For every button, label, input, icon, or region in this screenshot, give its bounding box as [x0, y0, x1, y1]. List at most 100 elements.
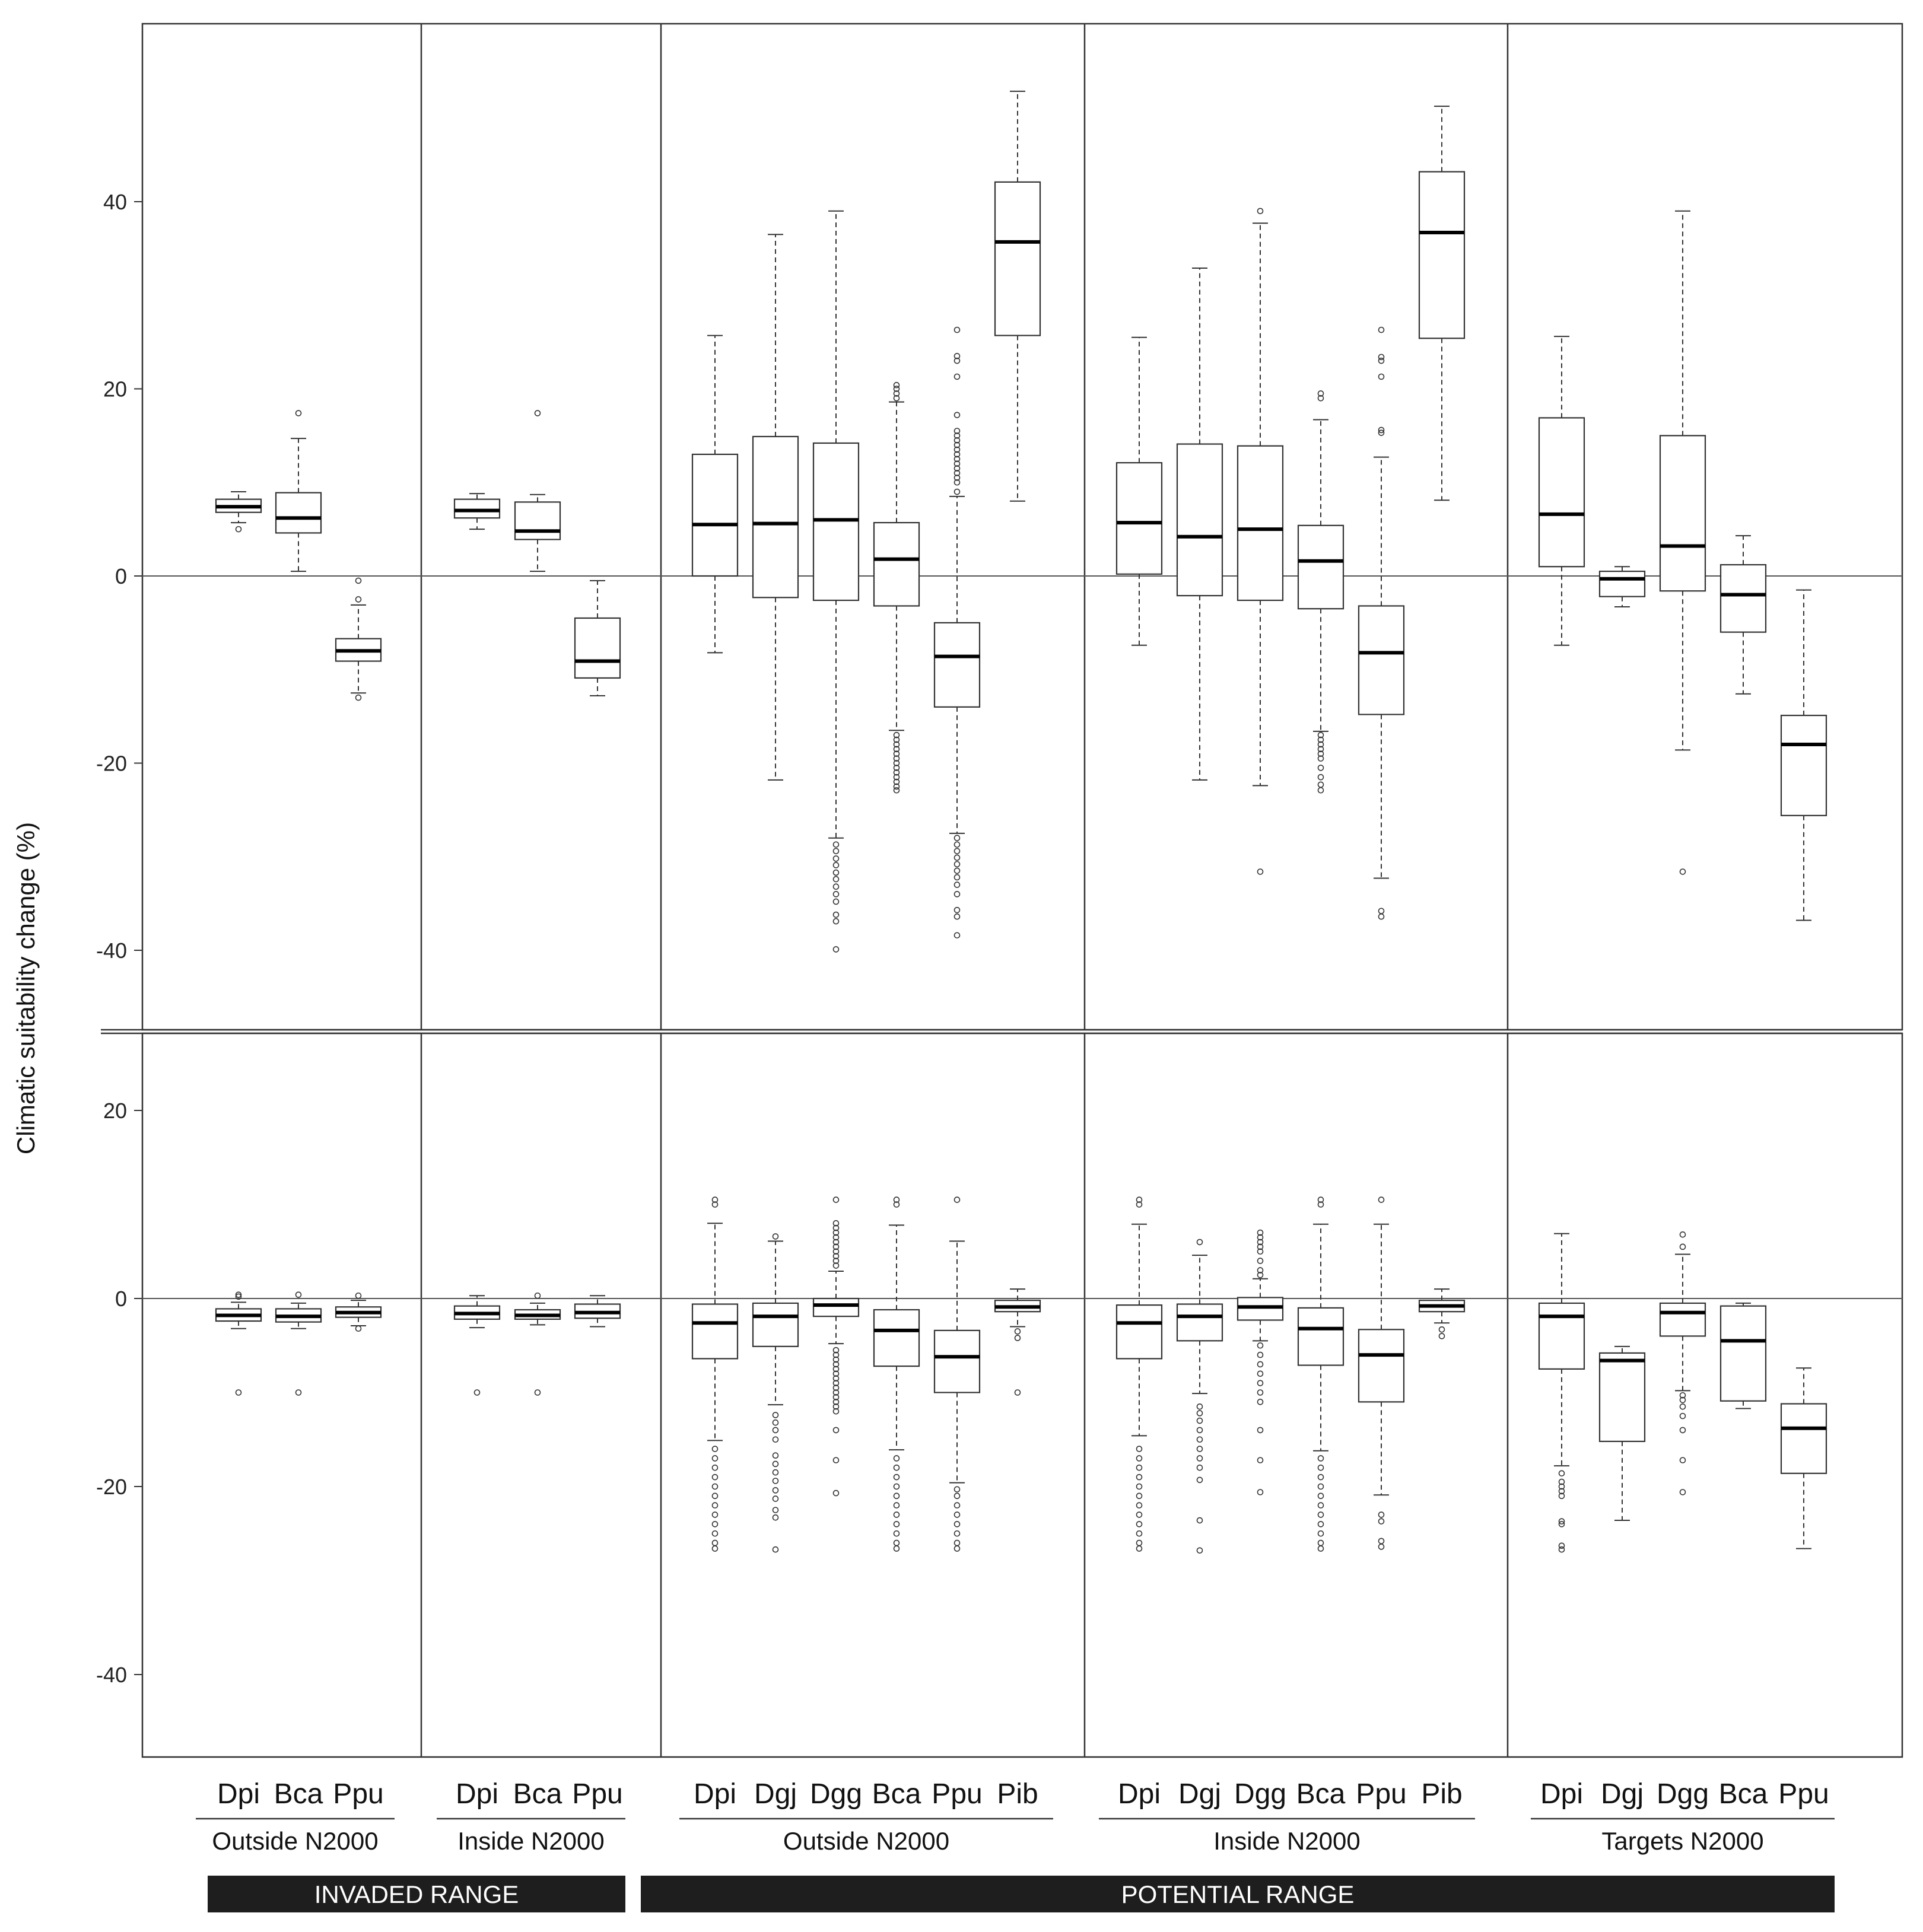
outlier-point: [953, 441, 961, 448]
outlier-point: [473, 1389, 481, 1396]
outlier-point: [772, 1233, 779, 1240]
outlier-point: [1317, 1455, 1324, 1462]
box-top-g4-dgg: [1659, 210, 1706, 875]
outlier-point: [1196, 1455, 1203, 1462]
outlier-point: [1317, 390, 1324, 397]
outlier-point: [953, 932, 961, 939]
outlier-point: [1378, 1543, 1385, 1550]
box-top-g0-ppu: [335, 577, 382, 701]
outlier-point: [893, 750, 900, 757]
box-bottom-g2-ppu: [933, 1196, 981, 1552]
outlier-point: [1257, 1272, 1264, 1278]
outlier-point: [1679, 1457, 1686, 1463]
box-top-g4-dpi: [1538, 336, 1585, 646]
outlier-point: [893, 731, 900, 739]
outlier-point: [893, 381, 900, 389]
outlier-point: [355, 1325, 362, 1332]
outlier-point: [893, 390, 900, 397]
box-iqr: [994, 181, 1041, 336]
outlier-point: [893, 1196, 900, 1203]
y-tick-label: 0: [115, 564, 127, 588]
outlier-point: [772, 1412, 779, 1418]
box-top-g4-dgj: [1598, 566, 1646, 608]
outlier-point: [711, 1521, 719, 1527]
outlier-point: [1317, 1539, 1324, 1546]
box-bottom-g3-ppu: [1358, 1196, 1405, 1550]
box-iqr: [1115, 1304, 1163, 1360]
outlier-point: [1378, 357, 1385, 364]
box-bottom-g2-pib: [994, 1288, 1041, 1396]
box-bottom-g3-pib: [1418, 1288, 1466, 1339]
group-label: Inside N2000: [457, 1827, 605, 1855]
outlier-point: [1317, 774, 1324, 781]
outlier-point: [534, 1292, 541, 1299]
box-iqr: [1358, 605, 1405, 715]
outlier-point: [1136, 1521, 1143, 1527]
y-tick-label: 20: [103, 1099, 127, 1123]
outlier-point: [1257, 1427, 1264, 1434]
outlier-point: [1136, 1492, 1143, 1500]
outlier-point: [953, 874, 961, 881]
outlier-point: [953, 326, 961, 333]
outlier-point: [1257, 1234, 1264, 1241]
outlier-point: [1558, 1521, 1565, 1527]
y-tick-label: 20: [103, 377, 127, 402]
outlier-point: [1558, 1546, 1565, 1553]
box-top-g1-bca: [514, 410, 561, 572]
box-bottom-g4-ppu: [1780, 1367, 1827, 1549]
x-category-label: Dgg: [1657, 1778, 1709, 1810]
box-iqr: [1418, 171, 1466, 339]
outlier-point: [832, 848, 840, 855]
outlier-point: [832, 1408, 840, 1415]
outlier-point: [1317, 741, 1324, 748]
box-top-g1-dpi: [453, 493, 501, 530]
x-category-label: Bca: [513, 1778, 562, 1810]
outlier-point: [1317, 750, 1324, 757]
outlier-point: [953, 432, 961, 439]
group-label: Inside N2000: [1213, 1827, 1361, 1855]
outlier-point: [711, 1511, 719, 1518]
box-iqr: [1237, 445, 1284, 601]
x-category-label: Pib: [1421, 1778, 1462, 1810]
box-iqr: [691, 1303, 739, 1360]
outlier-point: [1257, 1248, 1264, 1255]
y-tick-label: -20: [96, 1475, 127, 1499]
box-bottom-g1-ppu: [574, 1295, 621, 1328]
x-category-label: Ppu: [932, 1778, 982, 1810]
outlier-point: [953, 1502, 961, 1508]
box-top-g0-bca: [275, 410, 322, 572]
outlier-point: [711, 1530, 719, 1537]
box-iqr: [514, 501, 561, 540]
outlier-point: [953, 854, 961, 861]
outlier-point: [953, 1196, 961, 1203]
group-label: Outside N2000: [212, 1827, 378, 1855]
y-tick-label: 0: [115, 1287, 127, 1311]
outlier-point: [893, 1473, 900, 1481]
x-category-label: Pib: [997, 1778, 1038, 1810]
outlier-point: [832, 1427, 840, 1434]
outlier-point: [1257, 1370, 1264, 1377]
box-iqr: [1719, 1305, 1767, 1402]
y-tick-label: -40: [96, 1663, 127, 1687]
outlier-point: [832, 1389, 840, 1396]
outlier-point: [1438, 1333, 1445, 1339]
outlier-point: [893, 778, 900, 785]
outlier-point: [1317, 1465, 1324, 1471]
outlier-point: [1317, 394, 1324, 402]
outlier-point: [832, 898, 840, 905]
outlier-point: [953, 891, 961, 897]
box-iqr: [1780, 1403, 1827, 1474]
group-label: Outside N2000: [783, 1827, 949, 1855]
outlier-point: [1257, 1361, 1264, 1368]
x-category-label: Dpi: [694, 1778, 736, 1810]
outlier-point: [1196, 1465, 1203, 1471]
outlier-point: [1679, 1489, 1686, 1495]
box-bottom-g1-dpi: [453, 1295, 501, 1396]
box-iqr: [1538, 1302, 1585, 1370]
outlier-point: [711, 1545, 719, 1552]
outlier-point: [832, 1489, 840, 1497]
box-top-g4-bca: [1719, 535, 1767, 695]
outlier-point: [711, 1502, 719, 1508]
x-category-label: Dgj: [1601, 1778, 1644, 1810]
